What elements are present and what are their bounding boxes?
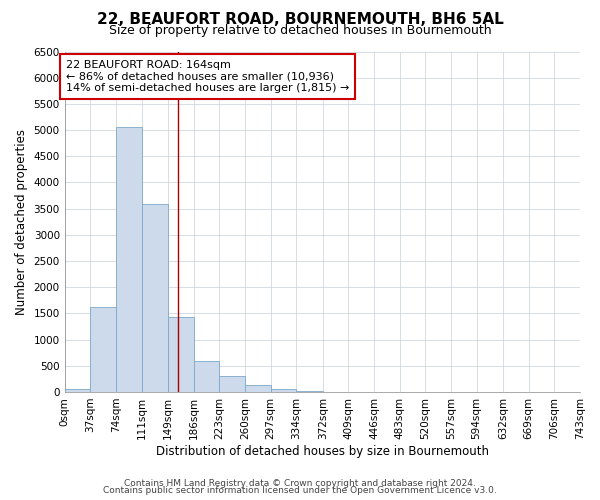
Text: Size of property relative to detached houses in Bournemouth: Size of property relative to detached ho… bbox=[109, 24, 491, 37]
Bar bbox=[168, 317, 194, 392]
Text: Contains HM Land Registry data © Crown copyright and database right 2024.: Contains HM Land Registry data © Crown c… bbox=[124, 478, 476, 488]
Text: Contains public sector information licensed under the Open Government Licence v3: Contains public sector information licen… bbox=[103, 486, 497, 495]
Bar bbox=[91, 307, 116, 392]
Text: 22, BEAUFORT ROAD, BOURNEMOUTH, BH6 5AL: 22, BEAUFORT ROAD, BOURNEMOUTH, BH6 5AL bbox=[97, 12, 503, 28]
Bar bbox=[65, 389, 91, 392]
Bar bbox=[194, 361, 220, 392]
X-axis label: Distribution of detached houses by size in Bournemouth: Distribution of detached houses by size … bbox=[156, 444, 489, 458]
Bar bbox=[245, 384, 271, 392]
Text: 22 BEAUFORT ROAD: 164sqm
← 86% of detached houses are smaller (10,936)
14% of se: 22 BEAUFORT ROAD: 164sqm ← 86% of detach… bbox=[66, 60, 349, 93]
Bar bbox=[220, 376, 245, 392]
Bar bbox=[271, 390, 296, 392]
Y-axis label: Number of detached properties: Number of detached properties bbox=[15, 128, 28, 314]
Bar bbox=[142, 204, 168, 392]
Bar bbox=[116, 127, 142, 392]
